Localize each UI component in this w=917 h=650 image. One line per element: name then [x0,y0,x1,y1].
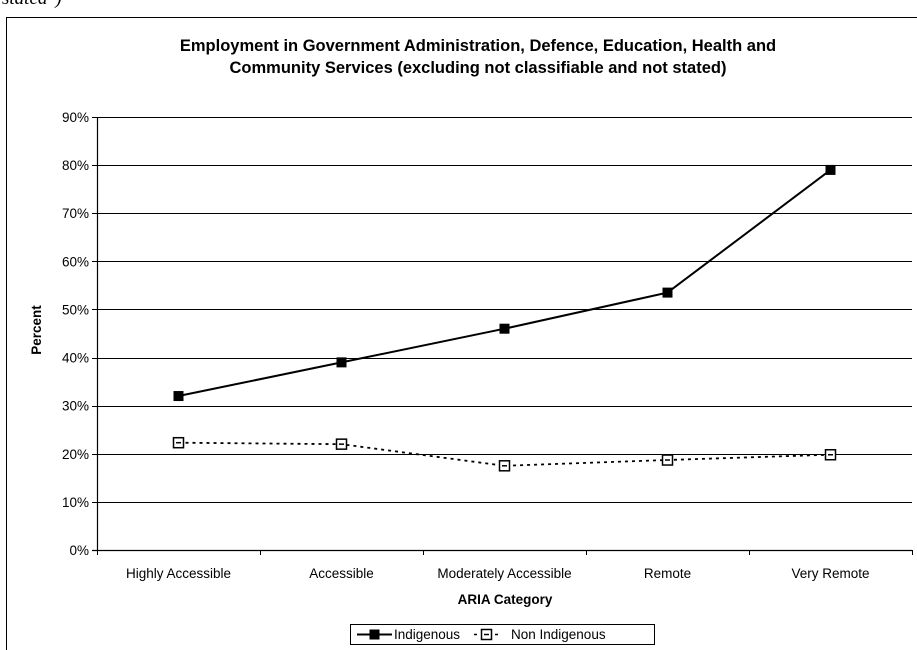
x-tick-label-4: Very Remote [791,566,869,581]
point-0-0 [173,391,184,402]
header-fragment: stated") [2,0,62,10]
point-1-0 [172,436,185,449]
x-tick-labels: Highly Accessible Accessible Moderately Ac… [126,566,870,581]
y-tick-label-6: 60% [62,254,89,269]
point-0-3 [662,287,673,298]
legend-marker-indigenous [369,629,380,640]
legend: Indigenous Non Indigenous [350,624,655,645]
chart-frame [6,17,917,650]
x-axis-title: ARIA Category [458,592,553,607]
chart-title-line-2: Community Services (excluding not classi… [230,59,727,77]
y-axis-title: Percent [29,305,44,355]
point-0-4 [825,164,836,175]
point-0-1 [336,357,347,368]
series [172,164,837,472]
x-tick-label-0: Highly Accessible [126,566,231,581]
y-tick-label-9: 90% [62,110,89,125]
legend-box [350,624,655,645]
chart-title-line-1: Employment in Government Administration,… [180,37,776,55]
x-tick-label-2: Moderately Accessible [437,566,571,581]
y-tick-label-3: 30% [62,399,89,414]
x-tick-label-1: Accessible [309,566,374,581]
gridlines [97,117,912,503]
x-tick-label-3: Remote [644,566,691,581]
y-tick-label-7: 70% [62,206,89,221]
y-tick-label-0: 0% [69,543,89,558]
y-tick-label-1: 10% [62,495,89,510]
series-1 [172,436,837,472]
y-tick-labels: 0% 10% 20% 30% 40% 50% 60% 70% 80% 90% [62,110,89,558]
point-1-2 [498,460,511,472]
y-tick-label-8: 80% [62,158,89,173]
point-0-2 [499,323,510,334]
legend-label-indigenous: Indigenous [394,627,460,642]
point-1-4 [824,448,837,461]
y-tick-label-5: 50% [62,302,89,317]
y-tick-label-4: 40% [62,351,89,366]
y-tick-label-2: 20% [62,447,89,462]
point-1-3 [661,454,674,466]
legend-label-non-indigenous: Non Indigenous [511,627,606,642]
point-1-1 [335,438,348,450]
series-line-0 [178,169,832,397]
axes [92,117,913,555]
series-0 [173,164,836,402]
